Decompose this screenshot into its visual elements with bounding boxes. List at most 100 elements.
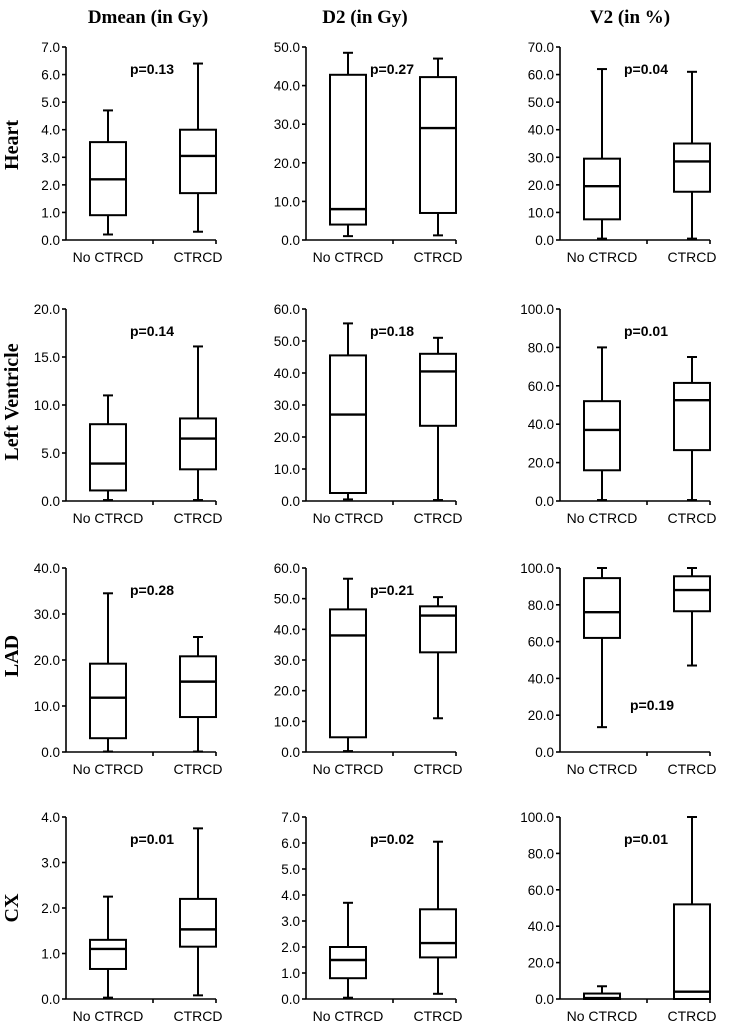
y-tick-label: 20.0 <box>528 456 554 471</box>
x-category-label-ctrcd: CTRCD <box>414 1008 463 1024</box>
y-tick-label: 40.0 <box>528 671 554 686</box>
box-iqr-ctrcd <box>419 76 457 214</box>
box-iqr-ctrcd <box>179 128 217 195</box>
y-tick-label: 0.0 <box>535 745 554 760</box>
y-tick-label: 7.0 <box>281 810 300 825</box>
y-tick-label: 50.0 <box>274 40 300 55</box>
p-value-label: p=0.02 <box>370 831 414 847</box>
y-tick-label: 10.0 <box>34 398 60 413</box>
p-value-label: p=0.21 <box>370 582 414 598</box>
box-iqr-ctrcd <box>419 908 457 959</box>
y-tick-label: 10.0 <box>528 205 554 220</box>
y-tick-label: 50.0 <box>274 592 300 607</box>
y-tick-label: 0.0 <box>535 233 554 248</box>
y-tick-label: 30.0 <box>34 607 60 622</box>
x-category-label-no-ctrcd: No CTRCD <box>73 249 144 265</box>
y-tick-label: 4.0 <box>281 888 300 903</box>
y-tick-label: 0.0 <box>41 745 60 760</box>
y-tick-label: 0.0 <box>41 992 60 1007</box>
x-category-label-no-ctrcd: No CTRCD <box>313 761 384 777</box>
x-category-label-ctrcd: CTRCD <box>668 510 717 526</box>
box-iqr-ctrcd <box>419 352 457 427</box>
y-tick-label: 20.0 <box>528 708 554 723</box>
box-iqr-no-ctrcd <box>583 577 621 639</box>
y-tick-label: 0.0 <box>535 494 554 509</box>
y-tick-label: 20.0 <box>274 156 300 171</box>
y-tick-label: 60.0 <box>274 302 300 317</box>
y-tick-label: 40.0 <box>274 622 300 637</box>
p-value-label: p=0.01 <box>624 831 668 847</box>
x-category-label-no-ctrcd: No CTRCD <box>567 249 638 265</box>
x-category-label-no-ctrcd: No CTRCD <box>73 761 144 777</box>
y-tick-label: 40.0 <box>34 561 60 576</box>
row-title-heart: Heart <box>1 120 23 170</box>
y-tick-label: 40.0 <box>528 123 554 138</box>
y-tick-label: 0.0 <box>41 494 60 509</box>
y-tick-label: 6.0 <box>41 68 60 83</box>
y-tick-label: 0.0 <box>41 233 60 248</box>
p-value-label: p=0.18 <box>370 323 414 339</box>
p-value-label: p=0.01 <box>130 831 174 847</box>
y-tick-label: 3.0 <box>41 150 60 165</box>
p-value-label: p=0.14 <box>130 323 174 339</box>
y-tick-label: 0.0 <box>281 992 300 1007</box>
y-tick-label: 2.0 <box>41 901 60 916</box>
y-tick-label: 60.0 <box>528 379 554 394</box>
y-tick-label: 20.0 <box>274 430 300 445</box>
y-tick-label: 0.0 <box>281 233 300 248</box>
y-tick-label: 60.0 <box>528 883 554 898</box>
y-tick-label: 4.0 <box>41 810 60 825</box>
y-tick-label: 30.0 <box>528 150 554 165</box>
box-iqr-ctrcd <box>179 655 217 719</box>
x-category-label-no-ctrcd: No CTRCD <box>313 510 384 526</box>
x-category-label-no-ctrcd: No CTRCD <box>73 1008 144 1024</box>
y-tick-label: 20.0 <box>528 178 554 193</box>
box-iqr-no-ctrcd <box>89 423 127 492</box>
box-iqr-no-ctrcd <box>89 938 127 970</box>
y-tick-label: 0.0 <box>281 745 300 760</box>
y-tick-label: 6.0 <box>281 836 300 851</box>
row-title-left-ventricle: Left Ventricle <box>1 343 23 460</box>
box-iqr-ctrcd <box>419 605 457 654</box>
y-tick-label: 10.0 <box>274 714 300 729</box>
y-tick-label: 60.0 <box>274 561 300 576</box>
box-iqr-ctrcd <box>673 142 711 193</box>
y-tick-label: 20.0 <box>528 956 554 971</box>
box-iqr-ctrcd <box>673 903 711 1000</box>
box-iqr-ctrcd <box>673 381 711 452</box>
box-iqr-no-ctrcd <box>89 662 127 740</box>
y-tick-label: 30.0 <box>274 117 300 132</box>
row-title-cx: CX <box>1 893 23 922</box>
column-title-d2-in-gy: D2 (in Gy) <box>322 7 408 28</box>
y-tick-label: 100.0 <box>520 302 554 317</box>
y-tick-label: 40.0 <box>274 366 300 381</box>
box-iqr-no-ctrcd <box>329 608 367 739</box>
p-value-label: p=0.27 <box>370 61 414 77</box>
box-iqr-ctrcd <box>179 897 217 948</box>
y-tick-label: 2.0 <box>41 178 60 193</box>
box-iqr-no-ctrcd <box>329 354 367 494</box>
y-tick-label: 7.0 <box>41 40 60 55</box>
p-value-label: p=0.13 <box>130 61 174 77</box>
x-category-label-ctrcd: CTRCD <box>174 510 223 526</box>
box-iqr-ctrcd <box>179 417 217 471</box>
box-iqr-no-ctrcd <box>329 73 367 226</box>
y-tick-label: 0.0 <box>535 992 554 1007</box>
x-category-label-no-ctrcd: No CTRCD <box>567 510 638 526</box>
y-tick-label: 10.0 <box>274 194 300 209</box>
x-category-label-no-ctrcd: No CTRCD <box>567 1008 638 1024</box>
y-tick-label: 15.0 <box>34 350 60 365</box>
x-category-label-ctrcd: CTRCD <box>174 249 223 265</box>
y-tick-label: 100.0 <box>520 810 554 825</box>
x-category-label-ctrcd: CTRCD <box>668 1008 717 1024</box>
p-value-label: p=0.19 <box>630 697 674 713</box>
y-tick-label: 60.0 <box>528 635 554 650</box>
y-tick-label: 40.0 <box>274 79 300 94</box>
x-category-label-ctrcd: CTRCD <box>414 249 463 265</box>
y-tick-label: 20.0 <box>34 653 60 668</box>
y-tick-label: 1.0 <box>41 947 60 962</box>
y-tick-label: 10.0 <box>274 462 300 477</box>
x-category-label-no-ctrcd: No CTRCD <box>313 249 384 265</box>
y-tick-label: 30.0 <box>274 653 300 668</box>
